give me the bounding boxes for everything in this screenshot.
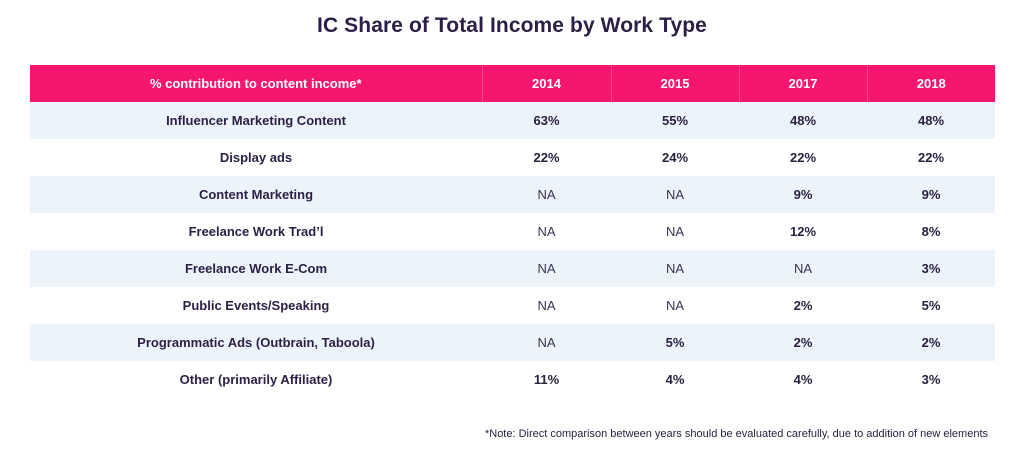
row-label: Freelance Work E-Com: [30, 250, 482, 287]
value-cell: 48%: [739, 102, 867, 139]
table-row: Display ads 22% 24% 22% 22%: [30, 139, 995, 176]
value-cell: NA: [482, 287, 611, 324]
header-cell-year: 2014: [482, 65, 612, 102]
value-cell: NA: [611, 176, 739, 213]
value-cell: 12%: [739, 213, 867, 250]
header-cell-year: 2018: [867, 65, 995, 102]
value-cell: 2%: [739, 324, 867, 361]
value-cell: 48%: [867, 102, 995, 139]
value-cell: 5%: [867, 287, 995, 324]
value-cell: NA: [482, 213, 611, 250]
table-row: Public Events/Speaking NA NA 2% 5%: [30, 287, 995, 324]
value-cell: 5%: [611, 324, 739, 361]
row-label: Influencer Marketing Content: [30, 102, 482, 139]
value-cell: NA: [611, 213, 739, 250]
value-cell: NA: [611, 250, 739, 287]
row-label: Display ads: [30, 139, 482, 176]
header-row: % contribution to content income* 2014 2…: [30, 65, 995, 102]
value-cell: 24%: [611, 139, 739, 176]
row-label: Other (primarily Affiliate): [30, 361, 482, 398]
value-cell: NA: [482, 176, 611, 213]
income-table: % contribution to content income* 2014 2…: [30, 65, 995, 398]
income-table-container: % contribution to content income* 2014 2…: [30, 65, 995, 398]
table-body: Influencer Marketing Content 63% 55% 48% 48%…: [30, 102, 995, 398]
value-cell: 22%: [482, 139, 611, 176]
value-cell: NA: [611, 287, 739, 324]
header-cell-category: % contribution to content income*: [30, 65, 483, 102]
value-cell: 3%: [867, 250, 995, 287]
table-row: Content Marketing NA NA 9% 9%: [30, 176, 995, 213]
table-row: Freelance Work E-Com NA NA NA 3%: [30, 250, 995, 287]
chart-title: IC Share of Total Income by Work Type: [317, 14, 707, 37]
value-cell: NA: [482, 250, 611, 287]
value-cell: 2%: [867, 324, 995, 361]
table-row: Programmatic Ads (Outbrain, Taboola) NA 5%…: [30, 324, 995, 361]
value-cell: 4%: [739, 361, 867, 398]
value-cell: 22%: [867, 139, 995, 176]
value-cell: NA: [482, 324, 611, 361]
table-row: Freelance Work Trad’l NA NA 12% 8%: [30, 213, 995, 250]
table-row: Other (primarily Affiliate) 11% 4% 4% 3%: [30, 361, 995, 398]
row-label: Programmatic Ads (Outbrain, Taboola): [30, 324, 482, 361]
value-cell: 9%: [867, 176, 995, 213]
row-label: Freelance Work Trad’l: [30, 213, 482, 250]
value-cell: 4%: [611, 361, 739, 398]
value-cell: 55%: [611, 102, 739, 139]
row-label: Content Marketing: [30, 176, 482, 213]
header-cell-year: 2015: [611, 65, 740, 102]
value-cell: 63%: [482, 102, 611, 139]
footnote: *Note: Direct comparison between years s…: [484, 428, 988, 440]
value-cell: 22%: [739, 139, 867, 176]
value-cell: 2%: [739, 287, 867, 324]
header-cell-year: 2017: [739, 65, 868, 102]
value-cell: 9%: [739, 176, 867, 213]
row-label: Public Events/Speaking: [30, 287, 482, 324]
value-cell: 11%: [482, 361, 611, 398]
table-header: % contribution to content income* 2014 2…: [30, 65, 995, 102]
value-cell: NA: [739, 250, 867, 287]
value-cell: 8%: [867, 213, 995, 250]
value-cell: 3%: [867, 361, 995, 398]
table-row: Influencer Marketing Content 63% 55% 48% 48%: [30, 102, 995, 139]
